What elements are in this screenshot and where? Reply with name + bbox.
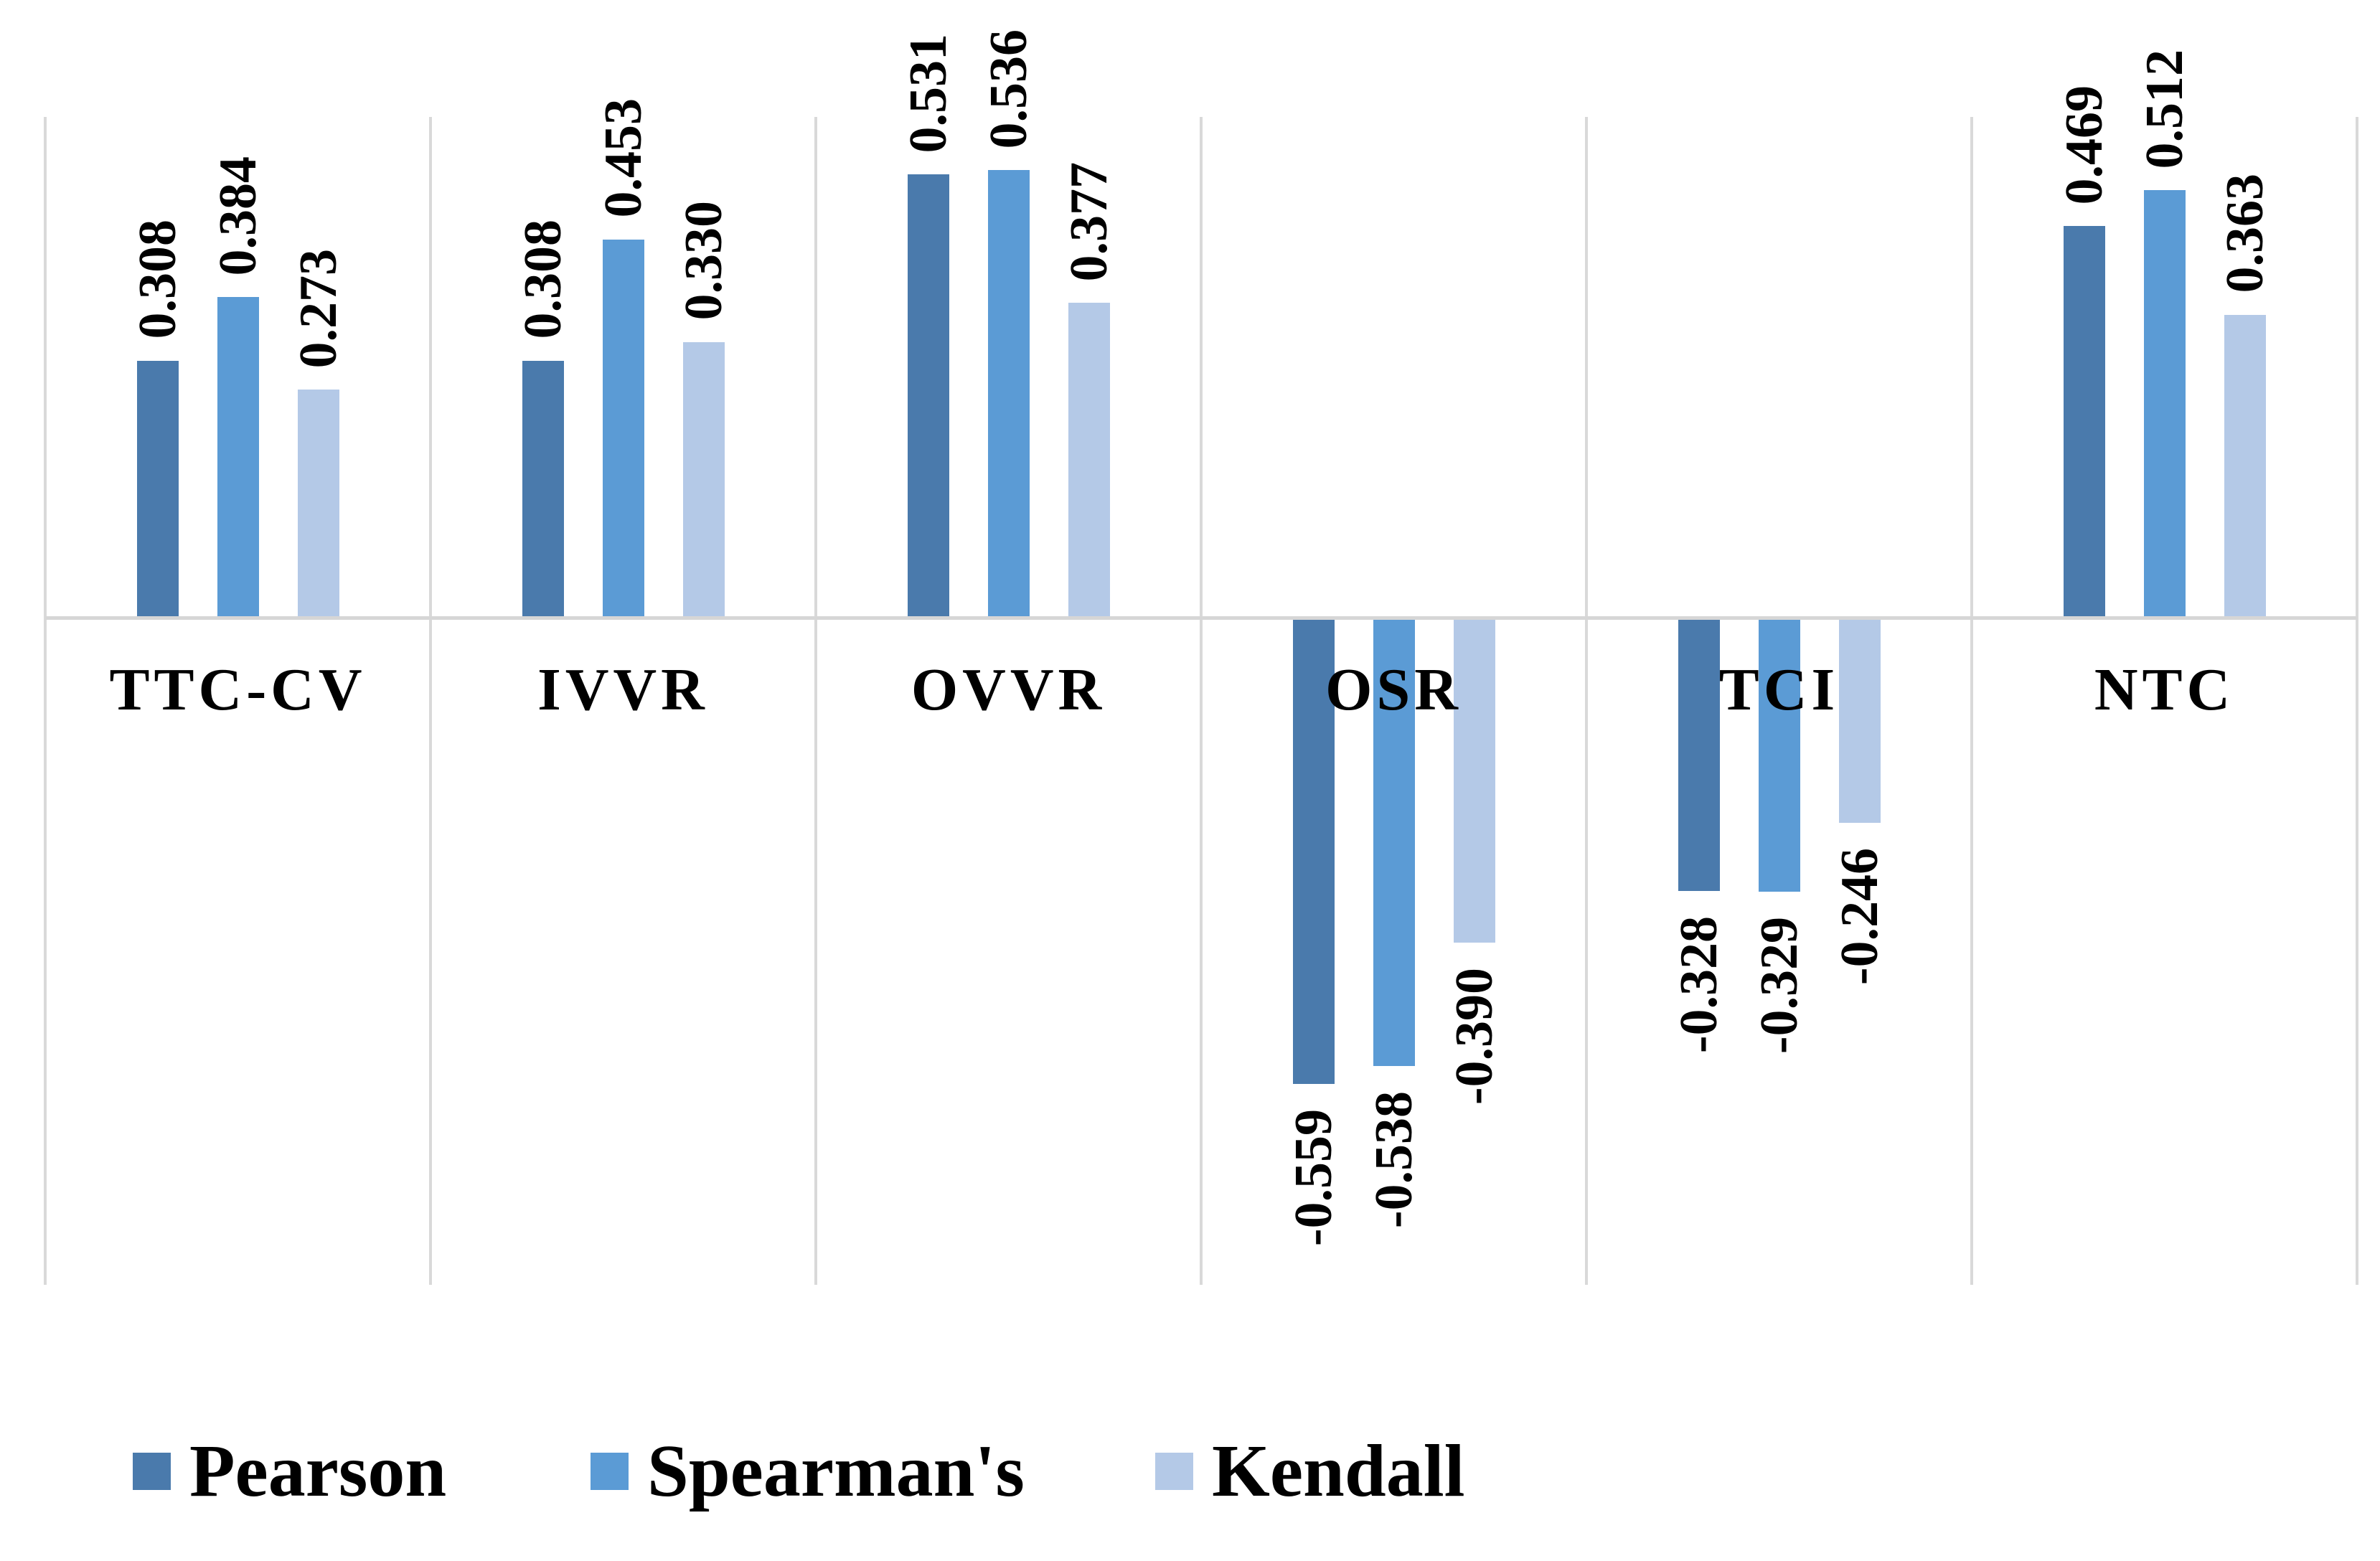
bar-Kendall-tci [1838,617,1881,823]
bar-Spearmans-ttc-cv [217,297,259,618]
legend-item-spearmans: Spearman's [591,1434,1025,1509]
x-axis-line [45,616,2357,620]
bar-Spearmans-ovvr [987,170,1030,618]
bar-Pearson-osr [1292,617,1335,1084]
bar-Kendall-ovvr [1068,303,1110,618]
legend-swatch-kendall [1155,1453,1193,1490]
bar-Pearson-ivvr [522,360,564,618]
legend-label-spearmans: Spearman's [647,1430,1025,1512]
bar-Kendall-ntc [2224,314,2266,618]
bar-Pearson-tci [1678,617,1720,892]
category-label-ntc: NTC [2094,656,2235,723]
legend-label-pearson: Pearson [189,1430,447,1512]
category-label-ovvr: OVVR [911,656,1106,723]
legend-item-pearson: Pearson [133,1434,446,1509]
gridline-vertical [1200,117,1203,1285]
legend-swatch-pearson [133,1453,171,1490]
category-label-tci: TCI [1718,656,1840,723]
bar-Spearmans-tci [1758,617,1800,892]
category-label-ivvr: IVVR [537,656,709,723]
legend-swatch-spearmans [591,1453,629,1490]
bar-Spearmans-ivvr [602,239,644,618]
bar-Kendall-ttc-cv [297,390,339,618]
bar-Kendall-ivvr [682,341,725,618]
bar-Kendall-osr [1453,617,1495,943]
legend-label-kendall: Kendall [1212,1430,1465,1512]
gridline-vertical [44,117,47,1285]
gridline-vertical [1585,117,1588,1285]
bar-Pearson-ttc-cv [136,360,179,618]
legend-item-kendall: Kendall [1155,1434,1465,1509]
bar-Spearmans-osr [1373,617,1415,1067]
category-label-ttc-cv: TTC-CV [109,656,367,723]
bar-Pearson-ovvr [907,174,949,618]
category-label-osr: OSR [1325,656,1462,723]
gridline-vertical [2356,117,2358,1285]
gridline-vertical [1970,117,1973,1285]
gridline-vertical [429,117,432,1285]
bar-Pearson-ntc [2063,226,2105,618]
bar-Spearmans-ntc [2143,190,2186,618]
gridline-vertical [814,117,817,1285]
